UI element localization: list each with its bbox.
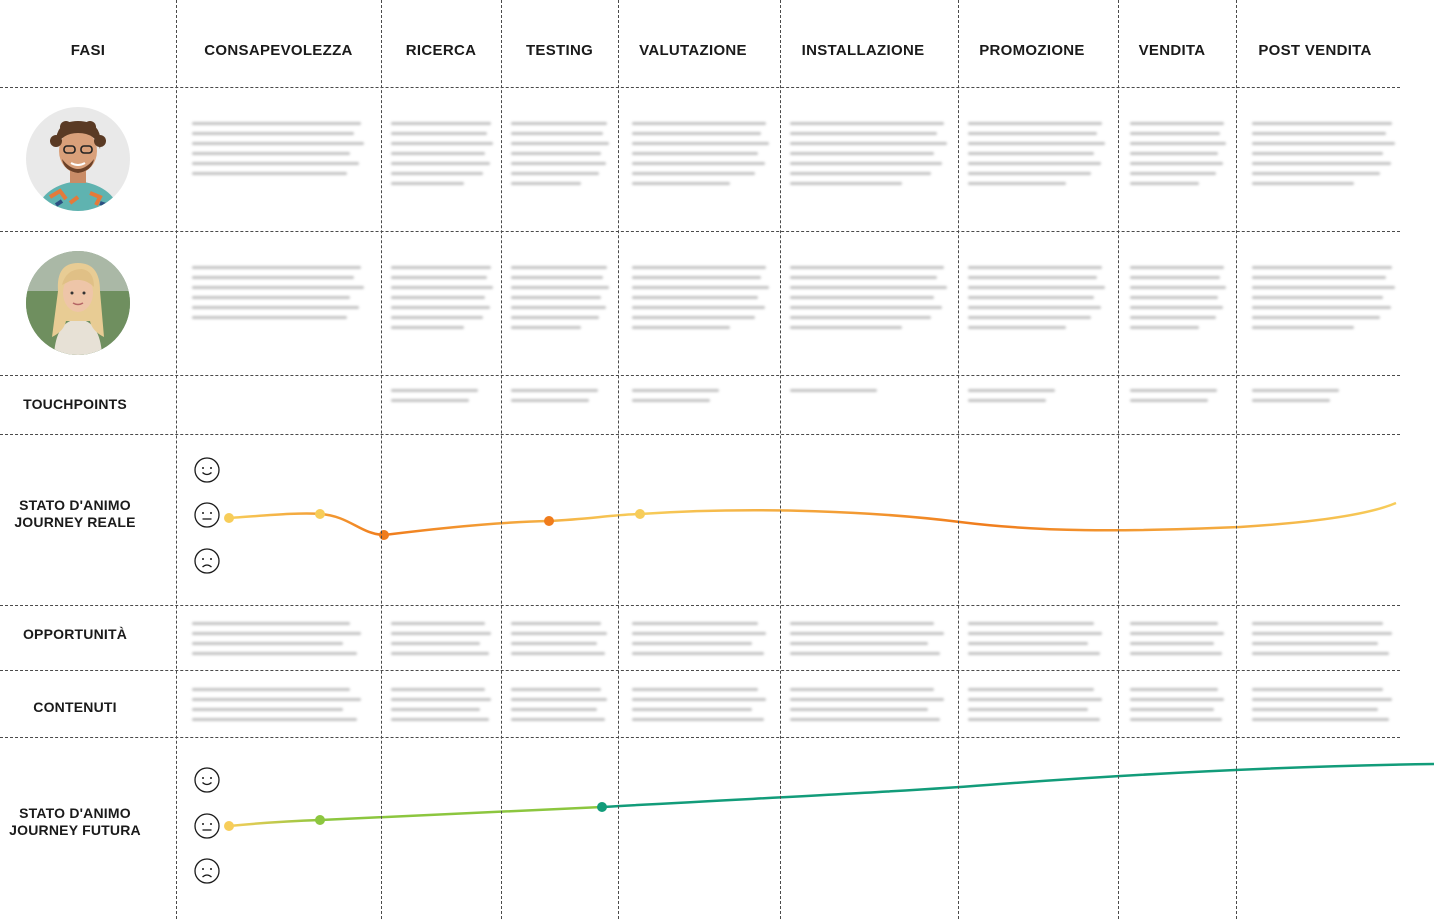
mood-curve-future-a xyxy=(228,805,603,828)
happy-face-icon xyxy=(194,767,220,793)
blurred-placeholder-text xyxy=(968,688,1108,728)
phase-promozione: PROMOZIONE xyxy=(979,42,1085,59)
grid-column-divider xyxy=(618,0,619,919)
grid-row-divider xyxy=(0,375,1400,376)
blurred-placeholder-text xyxy=(968,389,1060,409)
neutral-face-icon xyxy=(194,813,220,839)
blurred-placeholder-text xyxy=(511,389,603,409)
grid-column-divider xyxy=(1118,0,1119,919)
blurred-placeholder-text xyxy=(511,266,611,336)
mood-curve-future-b xyxy=(601,762,1434,809)
blurred-placeholder-text xyxy=(391,266,495,336)
blurred-placeholder-text xyxy=(632,266,772,336)
blurred-placeholder-text xyxy=(632,122,772,192)
grid-row-divider xyxy=(0,434,1400,435)
phase-post-vendita: POST VENDITA xyxy=(1258,42,1372,59)
grid-column-divider xyxy=(1236,0,1237,919)
mood-point xyxy=(544,516,554,526)
phase-ricerca: RICERCA xyxy=(405,42,477,59)
blurred-placeholder-text xyxy=(391,622,495,662)
grid-row-divider xyxy=(0,737,1400,738)
grid-column-divider xyxy=(958,0,959,919)
blurred-placeholder-text xyxy=(1130,622,1228,662)
blurred-placeholder-text xyxy=(1252,622,1398,662)
blurred-placeholder-text xyxy=(1130,122,1228,192)
row-label-touchpoints: TOUCHPOINTS xyxy=(23,396,127,412)
blurred-placeholder-text xyxy=(511,688,611,728)
mood-point xyxy=(635,509,645,519)
blurred-placeholder-text xyxy=(968,266,1108,336)
phase-consapevolezza: CONSAPEVOLEZZA xyxy=(204,42,353,59)
blurred-placeholder-text xyxy=(192,266,368,326)
sad-face-icon xyxy=(194,548,220,574)
phase-valutazione: VALUTAZIONE xyxy=(639,42,747,59)
row-label-contents: CONTENUTI xyxy=(33,699,117,715)
row-label-mood-current-line1: STATO D'ANIMO xyxy=(19,497,131,513)
mood-curve-current-b xyxy=(383,512,641,537)
blurred-placeholder-text xyxy=(1252,266,1398,336)
blurred-placeholder-text xyxy=(1252,389,1344,409)
row-label-mood-current: STATO D'ANIMO JOURNEY REALE xyxy=(0,497,150,531)
blurred-placeholder-text xyxy=(1130,688,1228,728)
phase-testing: TESTING xyxy=(525,42,594,59)
blurred-placeholder-text xyxy=(391,389,483,409)
phase-vendita: VENDITA xyxy=(1138,42,1206,59)
neutral-face-icon xyxy=(194,502,220,528)
blurred-placeholder-text xyxy=(511,122,611,192)
blurred-placeholder-text xyxy=(790,266,950,336)
blurred-placeholder-text xyxy=(1252,688,1398,728)
blurred-placeholder-text xyxy=(790,122,950,192)
blurred-placeholder-text xyxy=(790,389,882,399)
grid-column-divider xyxy=(501,0,502,919)
phases-label: FASI xyxy=(70,42,106,59)
blurred-placeholder-text xyxy=(968,622,1108,662)
blurred-placeholder-text xyxy=(511,622,611,662)
mood-curve-current-a xyxy=(228,512,385,537)
grid-row-divider xyxy=(0,87,1400,88)
mood-point xyxy=(224,821,234,831)
grid-row-divider xyxy=(0,670,1400,671)
row-label-mood-future: STATO D'ANIMO JOURNEY FUTURA xyxy=(0,805,150,839)
blurred-placeholder-text xyxy=(1252,122,1398,192)
blurred-placeholder-text xyxy=(192,688,368,728)
row-label-mood-future-line1: STATO D'ANIMO xyxy=(19,805,131,821)
grid-row-divider xyxy=(0,605,1400,606)
row-label-mood-future-line2: JOURNEY FUTURA xyxy=(9,822,141,838)
mood-curve-current-c xyxy=(639,501,1397,532)
blurred-placeholder-text xyxy=(790,622,950,662)
grid-column-divider xyxy=(780,0,781,919)
blurred-placeholder-text xyxy=(632,389,724,409)
grid-column-divider xyxy=(381,0,382,919)
row-label-opportunities: OPPORTUNITÀ xyxy=(22,626,128,642)
blurred-placeholder-text xyxy=(632,688,772,728)
mood-point xyxy=(224,513,234,523)
grid-row-divider xyxy=(0,231,1400,232)
blurred-placeholder-text xyxy=(192,122,368,182)
happy-face-icon xyxy=(194,457,220,483)
blurred-placeholder-text xyxy=(1130,389,1222,409)
blurred-placeholder-text xyxy=(391,122,495,192)
blurred-placeholder-text xyxy=(391,688,495,728)
blurred-placeholder-text xyxy=(1130,266,1228,336)
grid-column-divider xyxy=(176,0,177,919)
blurred-placeholder-text xyxy=(790,688,950,728)
mood-point xyxy=(315,815,325,825)
mood-point xyxy=(597,802,607,812)
blurred-placeholder-text xyxy=(632,622,772,662)
blurred-placeholder-text xyxy=(968,122,1108,192)
blurred-placeholder-text xyxy=(192,622,368,662)
row-label-mood-current-line2: JOURNEY REALE xyxy=(14,514,136,530)
sad-face-icon xyxy=(194,858,220,884)
mood-point xyxy=(315,509,325,519)
phase-installazione: INSTALLAZIONE xyxy=(801,42,925,59)
